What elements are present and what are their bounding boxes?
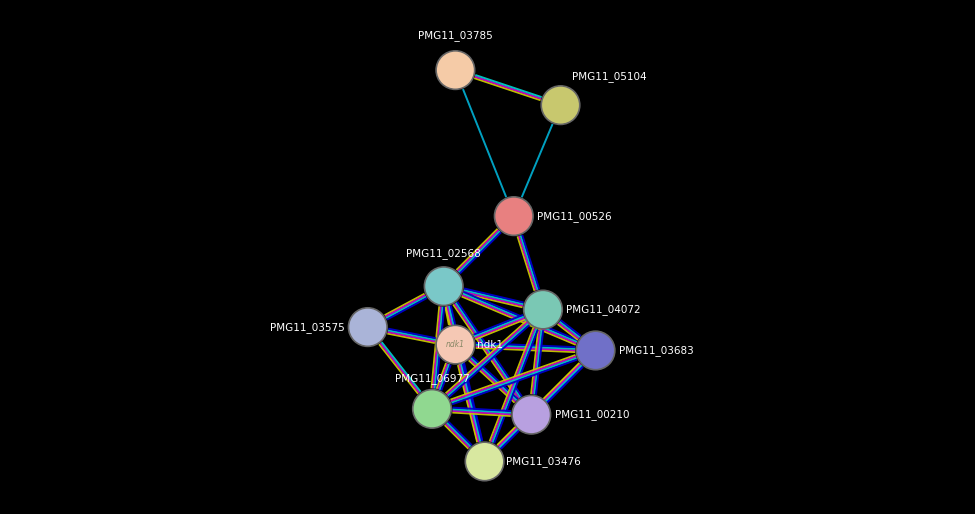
Circle shape bbox=[576, 331, 615, 370]
Text: PMG11_06977: PMG11_06977 bbox=[395, 374, 469, 384]
Circle shape bbox=[465, 442, 504, 481]
Circle shape bbox=[436, 51, 475, 89]
Circle shape bbox=[424, 267, 463, 305]
Circle shape bbox=[541, 86, 580, 124]
Text: PMG11_05104: PMG11_05104 bbox=[572, 71, 646, 82]
Text: PMG11_00526: PMG11_00526 bbox=[537, 211, 611, 222]
Circle shape bbox=[494, 197, 533, 235]
Text: PMG11_02568: PMG11_02568 bbox=[407, 248, 481, 260]
Text: PMG11_04072: PMG11_04072 bbox=[566, 304, 641, 315]
Circle shape bbox=[436, 325, 475, 364]
Text: PMG11_03785: PMG11_03785 bbox=[418, 30, 492, 41]
Circle shape bbox=[512, 395, 551, 434]
Circle shape bbox=[524, 290, 563, 329]
Circle shape bbox=[348, 308, 387, 346]
Text: ndk1: ndk1 bbox=[446, 340, 465, 349]
Text: PMG11_03683: PMG11_03683 bbox=[619, 345, 693, 356]
Text: PMG11_03476: PMG11_03476 bbox=[506, 456, 581, 467]
Text: PMG11_00210: PMG11_00210 bbox=[555, 409, 629, 420]
Text: PMG11_03575: PMG11_03575 bbox=[270, 322, 344, 333]
Text: ndk1: ndk1 bbox=[477, 340, 503, 350]
Circle shape bbox=[412, 390, 451, 428]
